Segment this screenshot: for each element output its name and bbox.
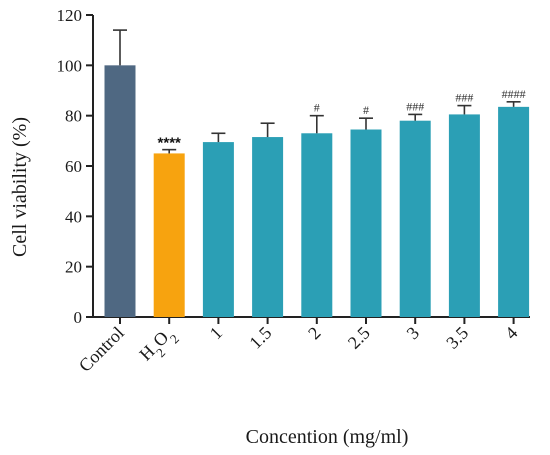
x-axis-ticks: Control H2O2 1 1.5 2 2.5 3 3.5 4 [75, 317, 522, 376]
significance-label: ### [406, 99, 424, 113]
x-tick-label: 4 [501, 323, 522, 344]
bar [498, 106, 530, 317]
bar [104, 65, 136, 317]
y-tick-label: 120 [57, 6, 83, 25]
x-tick-label: 1.5 [245, 323, 275, 353]
y-axis-ticks: 0 20 40 60 80 100 120 [57, 6, 93, 327]
y-tick-label: 20 [65, 258, 82, 277]
x-axis-title: Concention (mg/ml) [246, 426, 409, 448]
significance-label: **** [158, 135, 182, 152]
y-tick-label: 100 [57, 56, 83, 75]
significance-label: # [363, 103, 369, 117]
y-tick-label: 80 [65, 107, 82, 126]
x-tick-label: 3 [403, 323, 424, 344]
x-tick-label: 2.5 [344, 323, 374, 353]
significance-label: #### [502, 87, 526, 101]
x-tick-label: 1 [206, 323, 227, 344]
x-tick-label: 3.5 [442, 323, 472, 353]
bar [252, 137, 284, 317]
bars [104, 65, 530, 318]
significance-label: ### [455, 91, 473, 105]
x-tick-label: Control [75, 323, 128, 376]
y-tick-label: 60 [65, 157, 82, 176]
y-axis-title: Cell viability (%) [9, 117, 31, 257]
x-tick-label: 2 [304, 323, 325, 344]
y-tick-label: 0 [74, 308, 83, 327]
bar [202, 142, 234, 317]
significance-annotations: ****# # ###### #### [158, 87, 526, 152]
bar [301, 133, 333, 317]
bar [399, 120, 431, 317]
y-tick-label: 40 [65, 207, 82, 226]
bar [350, 129, 382, 317]
error-bars [113, 29, 521, 154]
significance-label: # [314, 101, 320, 115]
bar [153, 153, 185, 317]
bar [448, 114, 480, 318]
x-tick-label: H2O2 [135, 323, 181, 369]
